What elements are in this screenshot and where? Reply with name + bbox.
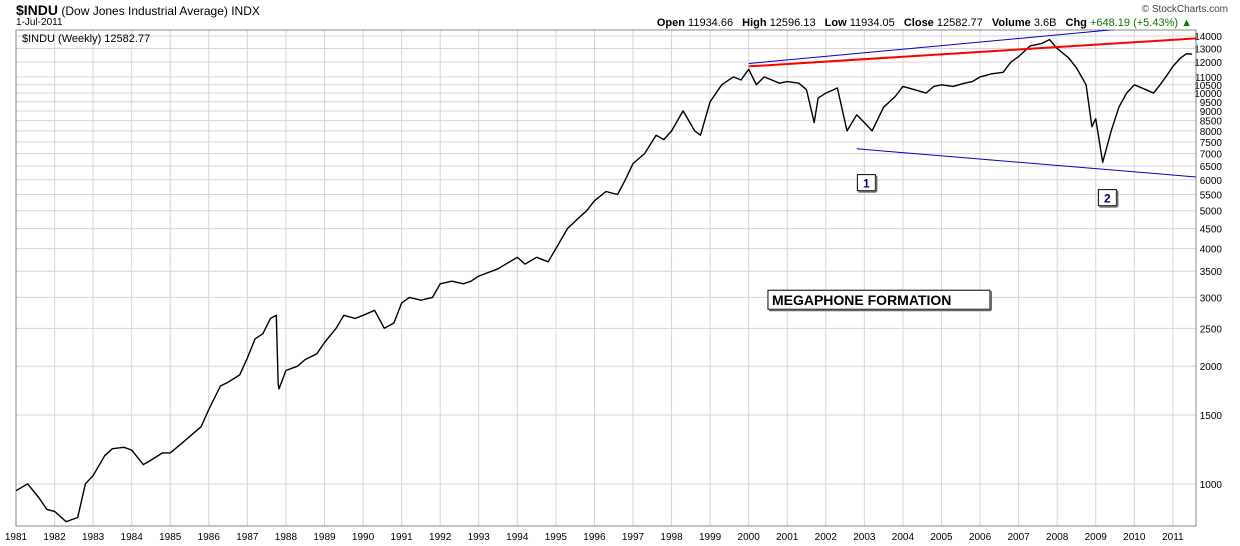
volume-label: Volume [991, 17, 1031, 29]
x-tick-label: 2007 [1007, 532, 1030, 543]
volume-value: 3.6B [1033, 17, 1057, 29]
x-tick-label: 1995 [545, 532, 568, 543]
x-tick-label: 1989 [313, 532, 336, 543]
close-value: 12582.77 [936, 17, 983, 29]
y-tick-label: 10000 [1194, 89, 1222, 100]
x-tick-label: 1991 [390, 532, 413, 543]
x-tick-label: 2003 [853, 532, 876, 543]
y-tick-label: 4000 [1200, 245, 1223, 256]
x-tick-label: 1986 [198, 532, 221, 543]
x-tick-label: 1985 [159, 532, 182, 543]
y-tick-label: 10500 [1194, 81, 1222, 92]
x-tick-label: 2005 [930, 532, 953, 543]
y-tick-label: 6500 [1200, 162, 1223, 173]
y-tick-label: 14000 [1194, 32, 1222, 43]
ohlc-bar: Open 11934.66 High 12596.13 Low 11934.05… [651, 17, 1192, 29]
y-tick-label: 5000 [1200, 207, 1223, 218]
x-tick-label: 1992 [429, 532, 452, 543]
chg-value: +648.19 (+5.43%) [1089, 17, 1179, 29]
trendline [748, 30, 1116, 65]
x-tick-label: 1984 [121, 532, 144, 543]
x-tick-label: 1990 [352, 532, 375, 543]
y-tick-label: 8000 [1200, 127, 1223, 138]
y-tick-label: 9500 [1200, 98, 1223, 109]
x-tick-label: 2010 [1123, 532, 1146, 543]
annotation-label: MEGAPHONE FORMATION [772, 292, 951, 308]
plot-frame [15, 29, 1197, 527]
x-tick-label: 1999 [699, 532, 722, 543]
annotation-label: 1 [863, 177, 870, 191]
symbol-name: (Dow Jones Industrial Average) INDX [61, 4, 260, 18]
y-tick-label: 12000 [1194, 58, 1222, 69]
x-tick-label: 2000 [738, 532, 761, 543]
y-tick-label: 7500 [1200, 138, 1223, 149]
open-value: 11934.66 [688, 17, 734, 29]
y-tick-label: 8500 [1200, 117, 1223, 128]
high-label: High [742, 17, 767, 29]
x-tick-label: 2008 [1046, 532, 1069, 543]
chart-header: $INDU (Dow Jones Industrial Average) IND… [16, 2, 260, 18]
x-tick-label: 2009 [1085, 532, 1108, 543]
trendline [748, 37, 1196, 68]
x-tick-label: 1997 [622, 532, 645, 543]
y-tick-label: 4500 [1200, 225, 1223, 236]
chg-arrow-icon: ▲ [1181, 17, 1192, 29]
x-tick-label: 1982 [43, 532, 66, 543]
y-tick-label: 2500 [1200, 324, 1223, 335]
chart-date: 1-Jul-2011 [16, 17, 63, 28]
y-tick-label: 11000 [1195, 73, 1223, 84]
x-tick-label: 1996 [583, 532, 606, 543]
y-tick-label: 7000 [1200, 150, 1223, 161]
trendline [856, 148, 1196, 178]
y-tick-label: 3500 [1200, 267, 1223, 278]
x-tick-label: 1988 [275, 532, 298, 543]
close-label: Close [903, 17, 934, 29]
price-series-line [16, 38, 1193, 523]
x-tick-label: 1993 [468, 532, 491, 543]
series-group [16, 30, 1196, 523]
low-value: 11934.05 [849, 17, 895, 29]
y-tick-label: 1000 [1200, 480, 1223, 491]
x-tick-label: 2002 [815, 532, 838, 543]
x-tick-label: 2001 [776, 532, 799, 543]
high-value: 12596.13 [769, 17, 816, 29]
annotation-label: 2 [1104, 192, 1111, 206]
x-tick-label: 1998 [660, 532, 683, 543]
y-tick-label: 9000 [1200, 107, 1223, 118]
low-label: Low [824, 17, 847, 29]
chg-label: Chg [1065, 17, 1087, 29]
x-tick-label: 1994 [506, 532, 529, 543]
x-tick-label: 1981 [5, 532, 28, 543]
x-tick-label: 1983 [82, 532, 105, 543]
symbol: $INDU [16, 2, 59, 18]
y-tick-label: 2000 [1200, 362, 1223, 373]
x-tick-label: 2011 [1162, 532, 1184, 543]
y-tick-label: 3000 [1200, 293, 1223, 304]
open-label: Open [656, 17, 685, 29]
x-tick-label: 2006 [969, 532, 992, 543]
brand-label[interactable]: © StockCharts.com [1141, 4, 1228, 15]
y-tick-label: 13000 [1194, 45, 1222, 56]
x-tick-label: 1987 [236, 532, 259, 543]
y-tick-label: 6000 [1200, 176, 1223, 187]
chart-legend: $INDU (Weekly) 12582.77 [22, 33, 150, 45]
y-tick-label: 5500 [1200, 191, 1223, 202]
y-tick-label: 1500 [1200, 411, 1223, 422]
x-tick-label: 2004 [892, 532, 915, 543]
